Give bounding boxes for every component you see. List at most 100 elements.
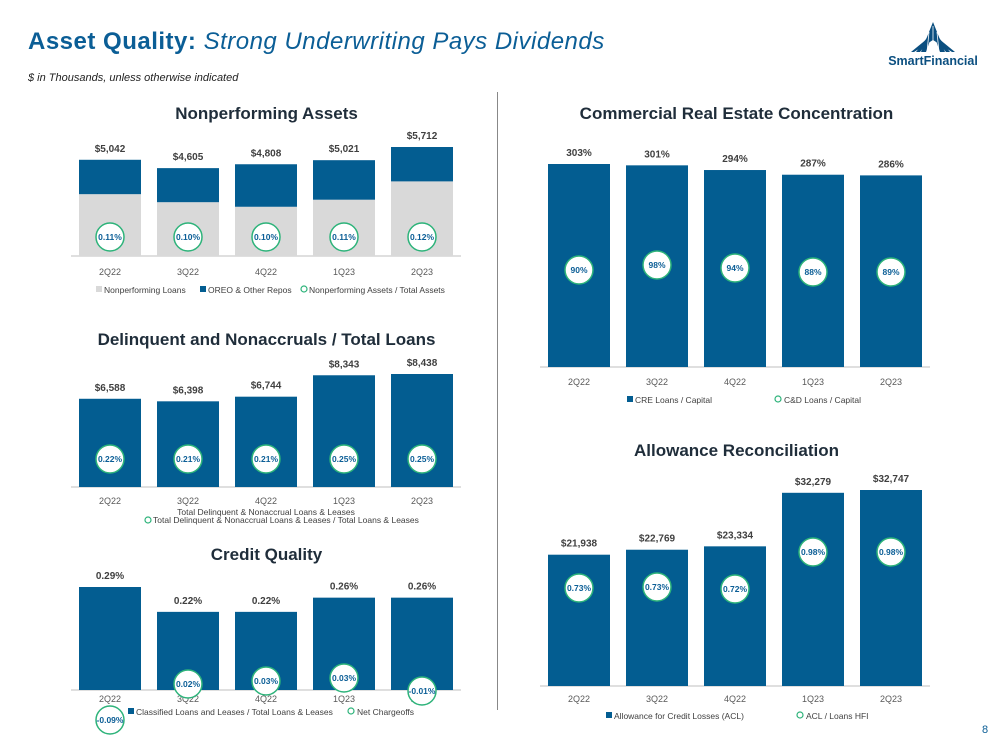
ratio-marker-acl-1Q23 (798, 537, 828, 567)
ratio-marker-acl-4Q22 (720, 574, 750, 604)
tick-label-acl-2Q23: 2Q23 (880, 694, 902, 704)
chart-title-cre-concentration: Commercial Real Estate Concentration (579, 104, 894, 123)
legend-label-delinquent-0: Total Delinquent & Nonaccrual Loans & Le… (177, 507, 355, 517)
tick-label-delinquent-4Q22: 4Q22 (255, 496, 277, 506)
ratio-label-cre-4Q22: 94% (726, 263, 743, 273)
logo-mark-icon (911, 22, 955, 53)
data-label-credit-3Q22: 0.22% (174, 596, 202, 607)
data-label-delinquent-2Q22: $6,588 (95, 383, 126, 394)
legend-label-acl-0: Allowance for Credit Losses (ACL) (614, 711, 744, 721)
ratio-label-npa-1Q23: 0.11% (332, 232, 356, 242)
ratio-marker-credit-2Q23 (407, 676, 437, 706)
bar-npa-oreo-4Q22 (235, 164, 297, 207)
ratio-marker-npa-2Q23 (407, 222, 437, 252)
chart-title-nonperforming-assets: Nonperforming Assets (175, 104, 358, 123)
tick-label-npa-4Q22: 4Q22 (255, 267, 277, 277)
ratio-marker-cre-1Q23 (798, 257, 828, 287)
ratio-marker-delinquent-4Q22 (251, 444, 281, 474)
ratio-label-npa-2Q23: 0.12% (410, 232, 435, 242)
ratio-marker-acl-3Q22 (642, 572, 672, 602)
bar-npa-oreo-2Q23 (391, 147, 453, 182)
data-label-cre-2Q22: 303% (566, 148, 592, 159)
chart-title-delinquent: Delinquent and Nonaccruals / Total Loans (97, 330, 436, 349)
legend-swatch-acl-0 (606, 712, 612, 718)
legend-swatch-cre-1 (774, 395, 782, 403)
ratio-label-npa-2Q22: 0.11% (98, 232, 122, 242)
ratio-label-acl-2Q22: 0.73% (567, 583, 592, 593)
data-label-delinquent-3Q22: $6,398 (173, 385, 204, 396)
bar-acl-1Q23 (782, 492, 844, 686)
ratio-marker-cre-4Q22 (720, 253, 750, 283)
data-label-npa-1Q23: $5,021 (329, 144, 360, 155)
data-label-acl-1Q23: $32,279 (795, 477, 832, 488)
ratio-marker-acl-2Q23 (876, 537, 906, 567)
ratio-label-credit-2Q23: -0.01% (409, 686, 436, 696)
legend-swatch-credit-0 (128, 708, 134, 714)
data-label-npa-2Q22: $5,042 (95, 144, 126, 155)
data-label-acl-3Q22: $22,769 (639, 534, 676, 545)
legend-label-npa-2: Nonperforming Assets / Total Assets (309, 285, 445, 295)
data-label-delinquent-4Q22: $6,744 (251, 381, 282, 392)
ratio-marker-npa-3Q22 (173, 222, 203, 252)
tick-label-cre-2Q23: 2Q23 (880, 377, 902, 387)
data-label-credit-2Q22: 0.29% (96, 571, 124, 582)
ratio-marker-cre-3Q22 (642, 250, 672, 280)
tick-label-delinquent-3Q22: 3Q22 (177, 496, 199, 506)
tick-label-npa-2Q23: 2Q23 (411, 267, 433, 277)
data-label-npa-2Q23: $5,712 (407, 131, 438, 142)
ratio-label-acl-1Q23: 0.98% (801, 547, 826, 557)
data-label-cre-3Q22: 301% (644, 149, 670, 160)
ratio-marker-cre-2Q22 (564, 255, 594, 285)
ratio-label-delinquent-2Q22: 0.22% (98, 454, 123, 464)
legend-swatch-npa-2 (300, 285, 308, 293)
legend-label-credit-0: Classified Loans and Leases / Total Loan… (136, 707, 333, 717)
bar-acl-2Q23 (860, 490, 922, 686)
company-logo: SmartFinancial (878, 20, 988, 80)
page-title-main: Asset Quality: (28, 28, 197, 55)
tick-label-acl-1Q23: 1Q23 (802, 694, 824, 704)
ratio-marker-npa-4Q22 (251, 222, 281, 252)
legend-swatch-cre-0 (627, 396, 633, 402)
ratio-label-cre-2Q22: 90% (570, 265, 587, 275)
logo-wordmark: SmartFinancial (888, 54, 978, 68)
chart-title-allowance: Allowance Reconciliation (634, 441, 839, 460)
legend-label-cre-0: CRE Loans / Capital (635, 395, 712, 405)
data-label-acl-2Q22: $21,938 (561, 539, 598, 550)
tick-label-credit-1Q23: 1Q23 (333, 694, 355, 704)
ratio-marker-delinquent-3Q22 (173, 444, 203, 474)
ratio-label-npa-4Q22: 0.10% (254, 232, 279, 242)
data-label-acl-2Q23: $32,747 (873, 474, 910, 485)
tick-label-credit-4Q22: 4Q22 (255, 694, 277, 704)
page-title: Asset Quality: Strong Underwriting Pays … (28, 28, 605, 56)
ratio-label-acl-3Q22: 0.73% (645, 582, 670, 592)
legend-label-acl-1: ACL / Loans HFI (806, 711, 869, 721)
legend-label-npa-1: OREO & Other Repos (208, 285, 292, 295)
data-label-cre-2Q23: 286% (878, 159, 904, 170)
bar-acl-4Q22 (704, 546, 766, 686)
tick-label-npa-3Q22: 3Q22 (177, 267, 199, 277)
tick-label-delinquent-2Q22: 2Q22 (99, 496, 121, 506)
tick-label-acl-3Q22: 3Q22 (646, 694, 668, 704)
ratio-label-credit-2Q22: -0.09% (97, 715, 124, 725)
bar-npa-oreo-3Q22 (157, 168, 219, 203)
bar-npa-oreo-2Q22 (79, 159, 141, 195)
ratio-label-cre-2Q23: 89% (882, 267, 899, 277)
tick-label-npa-2Q22: 2Q22 (99, 267, 121, 277)
tick-label-delinquent-2Q23: 2Q23 (411, 496, 433, 506)
ratio-marker-credit-2Q22 (95, 705, 125, 735)
tick-label-cre-4Q22: 4Q22 (724, 377, 746, 387)
tick-label-cre-2Q22: 2Q22 (568, 377, 590, 387)
data-label-credit-1Q23: 0.26% (330, 582, 358, 593)
ratio-label-delinquent-1Q23: 0.25% (332, 454, 357, 464)
ratio-marker-acl-2Q22 (564, 573, 594, 603)
chart-title-credit-quality: Credit Quality (210, 545, 323, 564)
page-number: 8 (982, 724, 989, 736)
data-label-delinquent-2Q23: $8,438 (407, 358, 438, 369)
ratio-label-acl-4Q22: 0.72% (723, 584, 748, 594)
data-label-credit-2Q23: 0.26% (408, 582, 436, 593)
data-label-cre-1Q23: 287% (800, 159, 826, 170)
legend-label-delinquent-1: Total Delinquent & Nonaccrual Loans & Le… (153, 515, 419, 525)
ratio-label-delinquent-2Q23: 0.25% (410, 454, 435, 464)
tick-label-npa-1Q23: 1Q23 (333, 267, 355, 277)
